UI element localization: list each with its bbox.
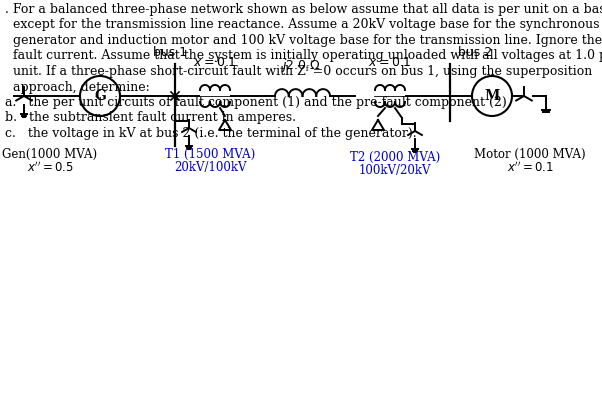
Text: approach, determine:: approach, determine: <box>5 81 150 93</box>
Text: 100kV/20kV: 100kV/20kV <box>359 164 431 177</box>
Text: Motor (1000 MVA): Motor (1000 MVA) <box>474 148 586 161</box>
Text: Gen(1000 MVA): Gen(1000 MVA) <box>2 148 98 161</box>
Text: $x'' = 0.1$: $x'' = 0.1$ <box>507 161 553 175</box>
Text: M: M <box>485 89 500 103</box>
Text: bus 2: bus 2 <box>458 46 492 59</box>
Text: a.   the per unit circuits of fault component (1) and the pre-fault component (2: a. the per unit circuits of fault compon… <box>5 96 507 109</box>
Text: 20kV/100kV: 20kV/100kV <box>174 161 246 174</box>
Text: $x = 0.1$: $x = 0.1$ <box>368 56 412 69</box>
Text: c.   the voltage in kV at bus 2 (i.e. the terminal of the generator).: c. the voltage in kV at bus 2 (i.e. the … <box>5 127 417 140</box>
Text: unit. If a three-phase short-circuit fault with Zᶠ =0 occurs on bus 1, using the: unit. If a three-phase short-circuit fau… <box>5 65 592 78</box>
Text: $j2.0\ \Omega$: $j2.0\ \Omega$ <box>281 57 321 74</box>
Text: except for the transmission line reactance. Assume a 20kV voltage base for the s: except for the transmission line reactan… <box>5 18 600 32</box>
Text: G: G <box>94 89 106 103</box>
Text: $x = 0.1$: $x = 0.1$ <box>193 56 237 69</box>
Text: T2 (2000 MVA): T2 (2000 MVA) <box>350 151 440 164</box>
Text: generator and induction motor and 100 kV voltage base for the transmission line.: generator and induction motor and 100 kV… <box>5 34 602 47</box>
Text: b.   the subtransient fault current in amperes.: b. the subtransient fault current in amp… <box>5 111 296 125</box>
Text: bus 1: bus 1 <box>153 46 187 59</box>
Text: $x'' = 0.5$: $x'' = 0.5$ <box>26 161 73 175</box>
Text: fault current. Assume that the system is initially operating unloaded with all v: fault current. Assume that the system is… <box>5 49 602 62</box>
Text: T1 (1500 MVA): T1 (1500 MVA) <box>165 148 255 161</box>
Text: . For a balanced three-phase network shown as below assume that all data is per : . For a balanced three-phase network sho… <box>5 3 602 16</box>
